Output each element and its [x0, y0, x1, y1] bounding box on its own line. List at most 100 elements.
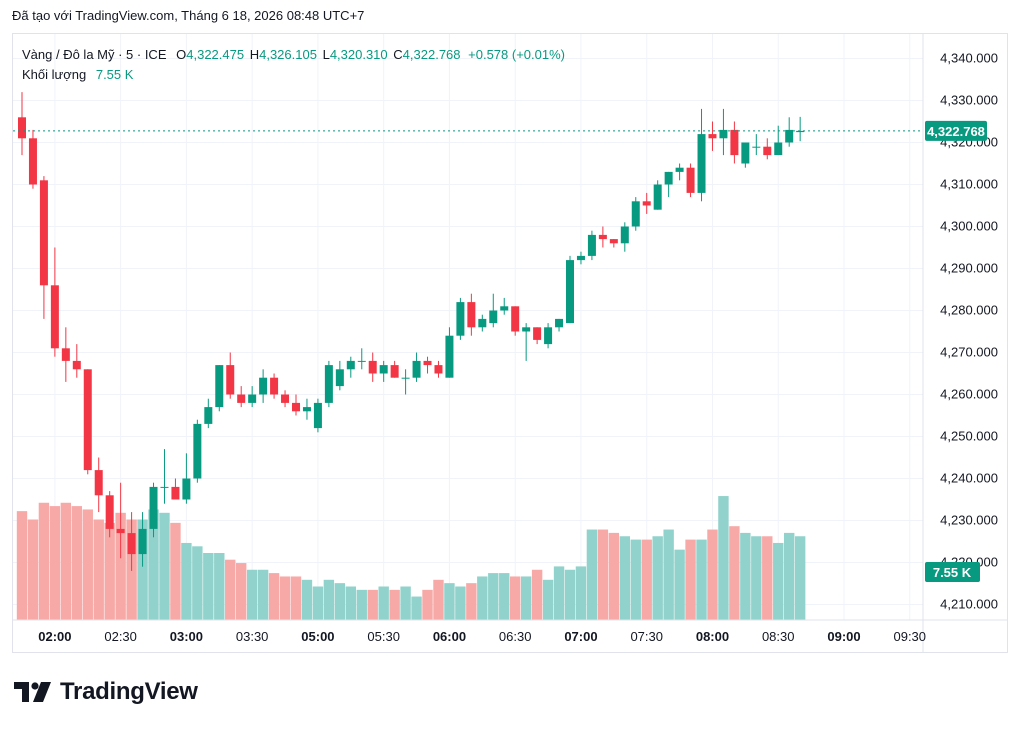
open-label: O	[176, 47, 187, 62]
candle-body	[390, 365, 399, 378]
volume-bar	[488, 573, 499, 620]
candle-body	[620, 226, 629, 244]
volume-bar	[663, 529, 674, 620]
candle-body	[489, 310, 498, 324]
volume-bar	[16, 511, 28, 620]
high-label: H	[249, 47, 260, 62]
time-tick-label: 03:00	[170, 629, 203, 644]
time-tick-label: 08:00	[696, 629, 729, 644]
candle-body	[686, 167, 695, 193]
volume-bar	[367, 589, 378, 620]
change-value: +0.578 (+0.01%)	[468, 47, 565, 62]
candle-body	[587, 234, 596, 256]
close-label: C	[393, 47, 403, 62]
candle-body	[653, 184, 662, 210]
ohlc-row: Vàng / Đô la Mỹ · 5 · ICE O4,322.475 H4,…	[22, 45, 565, 65]
chart-area[interactable]: 4,340.000 4,330.000 4,320.000 4,310.000 4,30…	[12, 33, 1008, 653]
volume-bar	[466, 583, 477, 620]
time-axis: 02:00 02:30 03:00 03:30 05:00 05:30 06:00 06:30…	[13, 619, 1007, 644]
candle-body	[171, 486, 180, 500]
volume-label: Khối lượng	[22, 67, 87, 82]
volume-bar	[707, 529, 718, 620]
candle-body	[522, 327, 531, 332]
volume-bar	[38, 502, 50, 620]
candle-body	[270, 377, 279, 395]
time-tick-label: 06:30	[499, 629, 532, 644]
price-tick-label: 4,260.000	[940, 387, 998, 402]
open-value: 4,322.475	[186, 47, 245, 62]
candle-body	[259, 377, 268, 395]
volume-bar	[751, 536, 762, 620]
price-tick-label: 4,280.000	[940, 303, 998, 318]
candle-body	[445, 335, 454, 378]
symbol-label[interactable]: Vàng / Đô la Mỹ · 5 · ICE	[22, 47, 167, 62]
volume-bar	[225, 559, 236, 620]
candle-body	[467, 302, 476, 328]
candle-body	[204, 407, 213, 424]
axis-badges: 4,322.768 7.55 K	[925, 120, 987, 582]
volume-bars	[16, 496, 806, 620]
volume-badge-text: 7.55 K	[933, 565, 972, 580]
high-value: 4,326.105	[259, 47, 317, 62]
candle-body	[215, 365, 224, 408]
volume-bar	[477, 576, 488, 620]
candle-body	[357, 360, 366, 362]
candle-body	[555, 318, 564, 328]
candle-body	[368, 360, 377, 374]
volume-bar	[257, 569, 269, 620]
candle-body	[697, 134, 706, 193]
price-chart[interactable]: 4,340.0004,330.0004,320.0004,310.0004,30…	[13, 34, 1007, 652]
volume-bar	[27, 519, 39, 620]
chart-legend: Vàng / Đô la Mỹ · 5 · ICE O4,322.475 H4,…	[22, 45, 565, 85]
volume-bar	[203, 553, 214, 620]
volume-bar	[542, 579, 554, 620]
volume-bar	[575, 566, 587, 620]
volume-bar	[82, 509, 93, 620]
price-tick-label: 4,300.000	[940, 219, 998, 234]
volume-bar	[433, 579, 444, 620]
candle-body	[193, 423, 202, 479]
candle-body	[94, 470, 103, 496]
candle-body	[105, 495, 114, 529]
candle-body	[116, 528, 125, 534]
volume-bar	[170, 522, 181, 620]
volume-bar	[236, 563, 247, 620]
price-tick-label: 4,290.000	[940, 261, 998, 276]
volume-row: Khối lượng 7.55 K	[22, 65, 565, 85]
candle-body	[609, 239, 618, 244]
candle-body	[434, 365, 443, 374]
candle-body	[302, 407, 311, 412]
price-tick-label: 4,270.000	[940, 345, 998, 360]
candle-body	[50, 285, 59, 349]
volume-bar	[685, 539, 696, 620]
candle-body	[566, 260, 574, 324]
candle-body	[675, 167, 684, 172]
chart-caption: Đã tạo với TradingView.com, Tháng 6 18, …	[12, 8, 365, 23]
candle-body	[72, 360, 81, 370]
volume-bar	[246, 569, 258, 620]
candle-body	[248, 394, 257, 403]
volume-bar	[718, 496, 729, 620]
volume-bar	[422, 589, 433, 620]
volume-bar	[279, 576, 291, 620]
low-label: L	[322, 47, 330, 62]
volume-bar	[323, 579, 335, 620]
candle-body	[237, 394, 246, 403]
time-tick-label: 02:30	[104, 629, 137, 644]
volume-bar	[71, 506, 82, 620]
candle-body	[774, 142, 783, 156]
volume-bar	[674, 549, 685, 620]
candle-body	[83, 369, 92, 471]
candle-body	[28, 138, 37, 185]
volume-bar	[301, 579, 313, 620]
time-tick-label: 06:00	[433, 629, 466, 644]
volume-bar	[740, 532, 751, 620]
candle-body	[730, 129, 739, 156]
candle-body	[281, 394, 290, 403]
volume-bar	[400, 586, 411, 620]
volume-bar	[159, 512, 170, 620]
volume-bar	[499, 573, 510, 620]
volume-bar	[192, 546, 203, 620]
tradingview-logo[interactable]: TradingView	[14, 676, 198, 708]
volume-bar	[411, 596, 422, 620]
